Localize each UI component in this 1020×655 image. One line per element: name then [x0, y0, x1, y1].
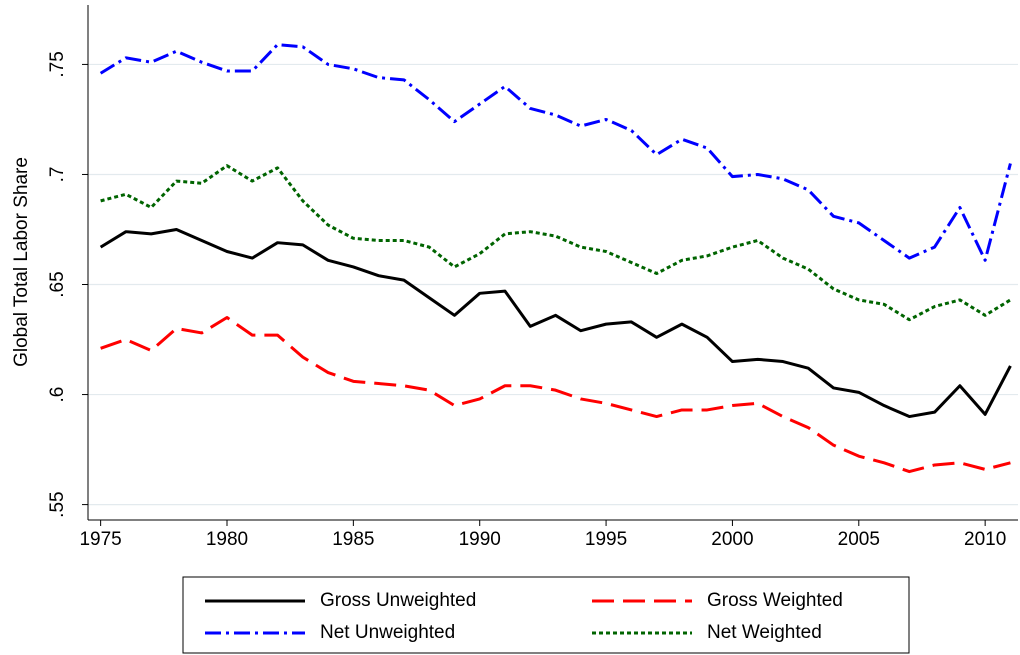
y-tick-label: .6 [47, 387, 68, 403]
legend-label: Net Unweighted [320, 622, 455, 643]
x-tick-label: 1985 [332, 529, 374, 550]
y-tick-label: .65 [47, 271, 68, 297]
x-tick-label: 2010 [964, 529, 1006, 550]
legend-label: Gross Weighted [707, 590, 843, 611]
y-tick-label: .75 [47, 51, 68, 77]
series-line [99, 43, 1012, 262]
x-tick-label: 1995 [585, 529, 627, 550]
legend-box [182, 576, 910, 654]
x-tick-label: 1980 [206, 529, 248, 550]
y-tick-label: .7 [47, 167, 68, 183]
series-line [100, 164, 1012, 322]
x-tick-label: 2000 [711, 529, 753, 550]
x-tick-label: 1975 [79, 529, 121, 550]
series-line [100, 316, 1011, 474]
x-tick-label: 2005 [838, 529, 880, 550]
y-tick-label: .55 [47, 491, 68, 517]
legend-label: Net Weighted [707, 622, 822, 643]
x-tick-label: 1990 [459, 529, 501, 550]
y-axis-label: Global Total Labor Share [11, 157, 32, 367]
series-line [99, 227, 1012, 419]
legend-label: Gross Unweighted [320, 590, 476, 611]
